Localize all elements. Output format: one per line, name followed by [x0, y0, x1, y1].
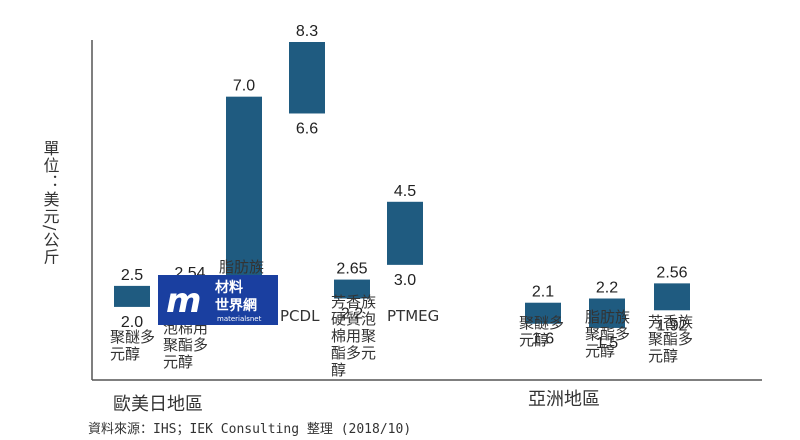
- labels-group: 2.52.02.542.27.02.78.36.62.652.24.53.02.…: [110, 23, 693, 379]
- region-label-europe-us-japan: 歐美日地區: [113, 394, 203, 415]
- range-bar: [114, 285, 150, 307]
- logo-line1: 材料: [215, 279, 243, 296]
- range-bar: [289, 42, 325, 114]
- category-label-line: 聚醚多: [110, 328, 155, 346]
- category-label-line: 芳香族: [331, 293, 376, 311]
- category-label-line: 棉用聚: [331, 327, 376, 345]
- source-note: 資料來源：IHS；IEK Consulting 整理 (2018/10): [88, 422, 411, 437]
- logo-line2: 世界網: [215, 297, 257, 314]
- high-value-label: 8.3: [296, 23, 318, 40]
- high-value-label: 2.5: [121, 267, 143, 284]
- high-value-label: 2.1: [532, 284, 554, 301]
- low-value-label: 6.6: [296, 120, 318, 137]
- category-label-line: 元醇: [585, 342, 615, 360]
- low-value-label: 1.92: [656, 317, 687, 334]
- low-value-label: 1.6: [532, 331, 554, 348]
- category-label: 聚醚多元醇: [519, 314, 564, 349]
- category-label-line: 元醇: [519, 331, 549, 349]
- low-value-label: 3.0: [394, 272, 416, 289]
- category-label: 聚醚多元醇: [110, 328, 155, 363]
- category-label-line: 聚醚多: [519, 314, 564, 332]
- category-label-line: 元醇: [163, 353, 193, 371]
- low-value-label: 2.0: [121, 314, 143, 331]
- category-label-line: 硬質泡: [331, 310, 376, 328]
- category-label: 脂肪族聚酯多元醇: [585, 308, 630, 360]
- range-bar: [654, 283, 690, 311]
- category-label-line: 聚酯多: [163, 336, 208, 354]
- category-label: PCDL: [280, 307, 320, 325]
- region-label-asia: 亞洲地區: [528, 389, 600, 410]
- category-label-line: 聚酯多: [648, 330, 693, 348]
- range-bar: [525, 302, 561, 324]
- category-label-line: 聚酯多: [585, 325, 630, 343]
- category-label-line: 酯多元: [331, 344, 376, 362]
- category-label: 芳香族硬質泡棉用聚酯多元醇: [331, 293, 376, 379]
- category-label-line: 脂肪族: [585, 308, 630, 326]
- logo-url: materialsnet: [217, 315, 262, 323]
- high-value-label: 4.5: [394, 183, 416, 200]
- category-label-line: PCDL: [280, 307, 320, 325]
- range-bar: [589, 298, 625, 328]
- category-label-line: 醇: [331, 361, 346, 379]
- category-label-line: PTMEG: [387, 307, 439, 325]
- category-label-line: 脂肪族: [219, 258, 264, 276]
- range-bar: [387, 201, 423, 265]
- category-label-line: 芳香族: [648, 313, 693, 331]
- high-value-label: 2.65: [336, 261, 367, 278]
- y-axis-title: 單位：美元/公斤: [41, 140, 60, 265]
- high-value-label: 7.0: [233, 78, 255, 95]
- high-value-label: 2.56: [656, 264, 687, 281]
- materialsnet-logo: m 材料 世界網 materialsnet: [158, 275, 278, 325]
- logo-mark-icon: m: [166, 281, 201, 321]
- category-label: 泡棉用聚酯多元醇: [163, 319, 208, 371]
- category-label-line: 元醇: [648, 347, 678, 365]
- low-value-label: 1.5: [596, 335, 618, 352]
- category-label: 芳香族聚酯多元醇: [648, 313, 693, 365]
- range-bar: [334, 279, 370, 299]
- high-value-label: 2.2: [596, 280, 618, 297]
- category-label: PTMEG: [387, 307, 439, 325]
- category-label-line: 元醇: [110, 345, 140, 363]
- range-bar: [226, 96, 262, 278]
- low-value-label: 2.2: [341, 306, 363, 323]
